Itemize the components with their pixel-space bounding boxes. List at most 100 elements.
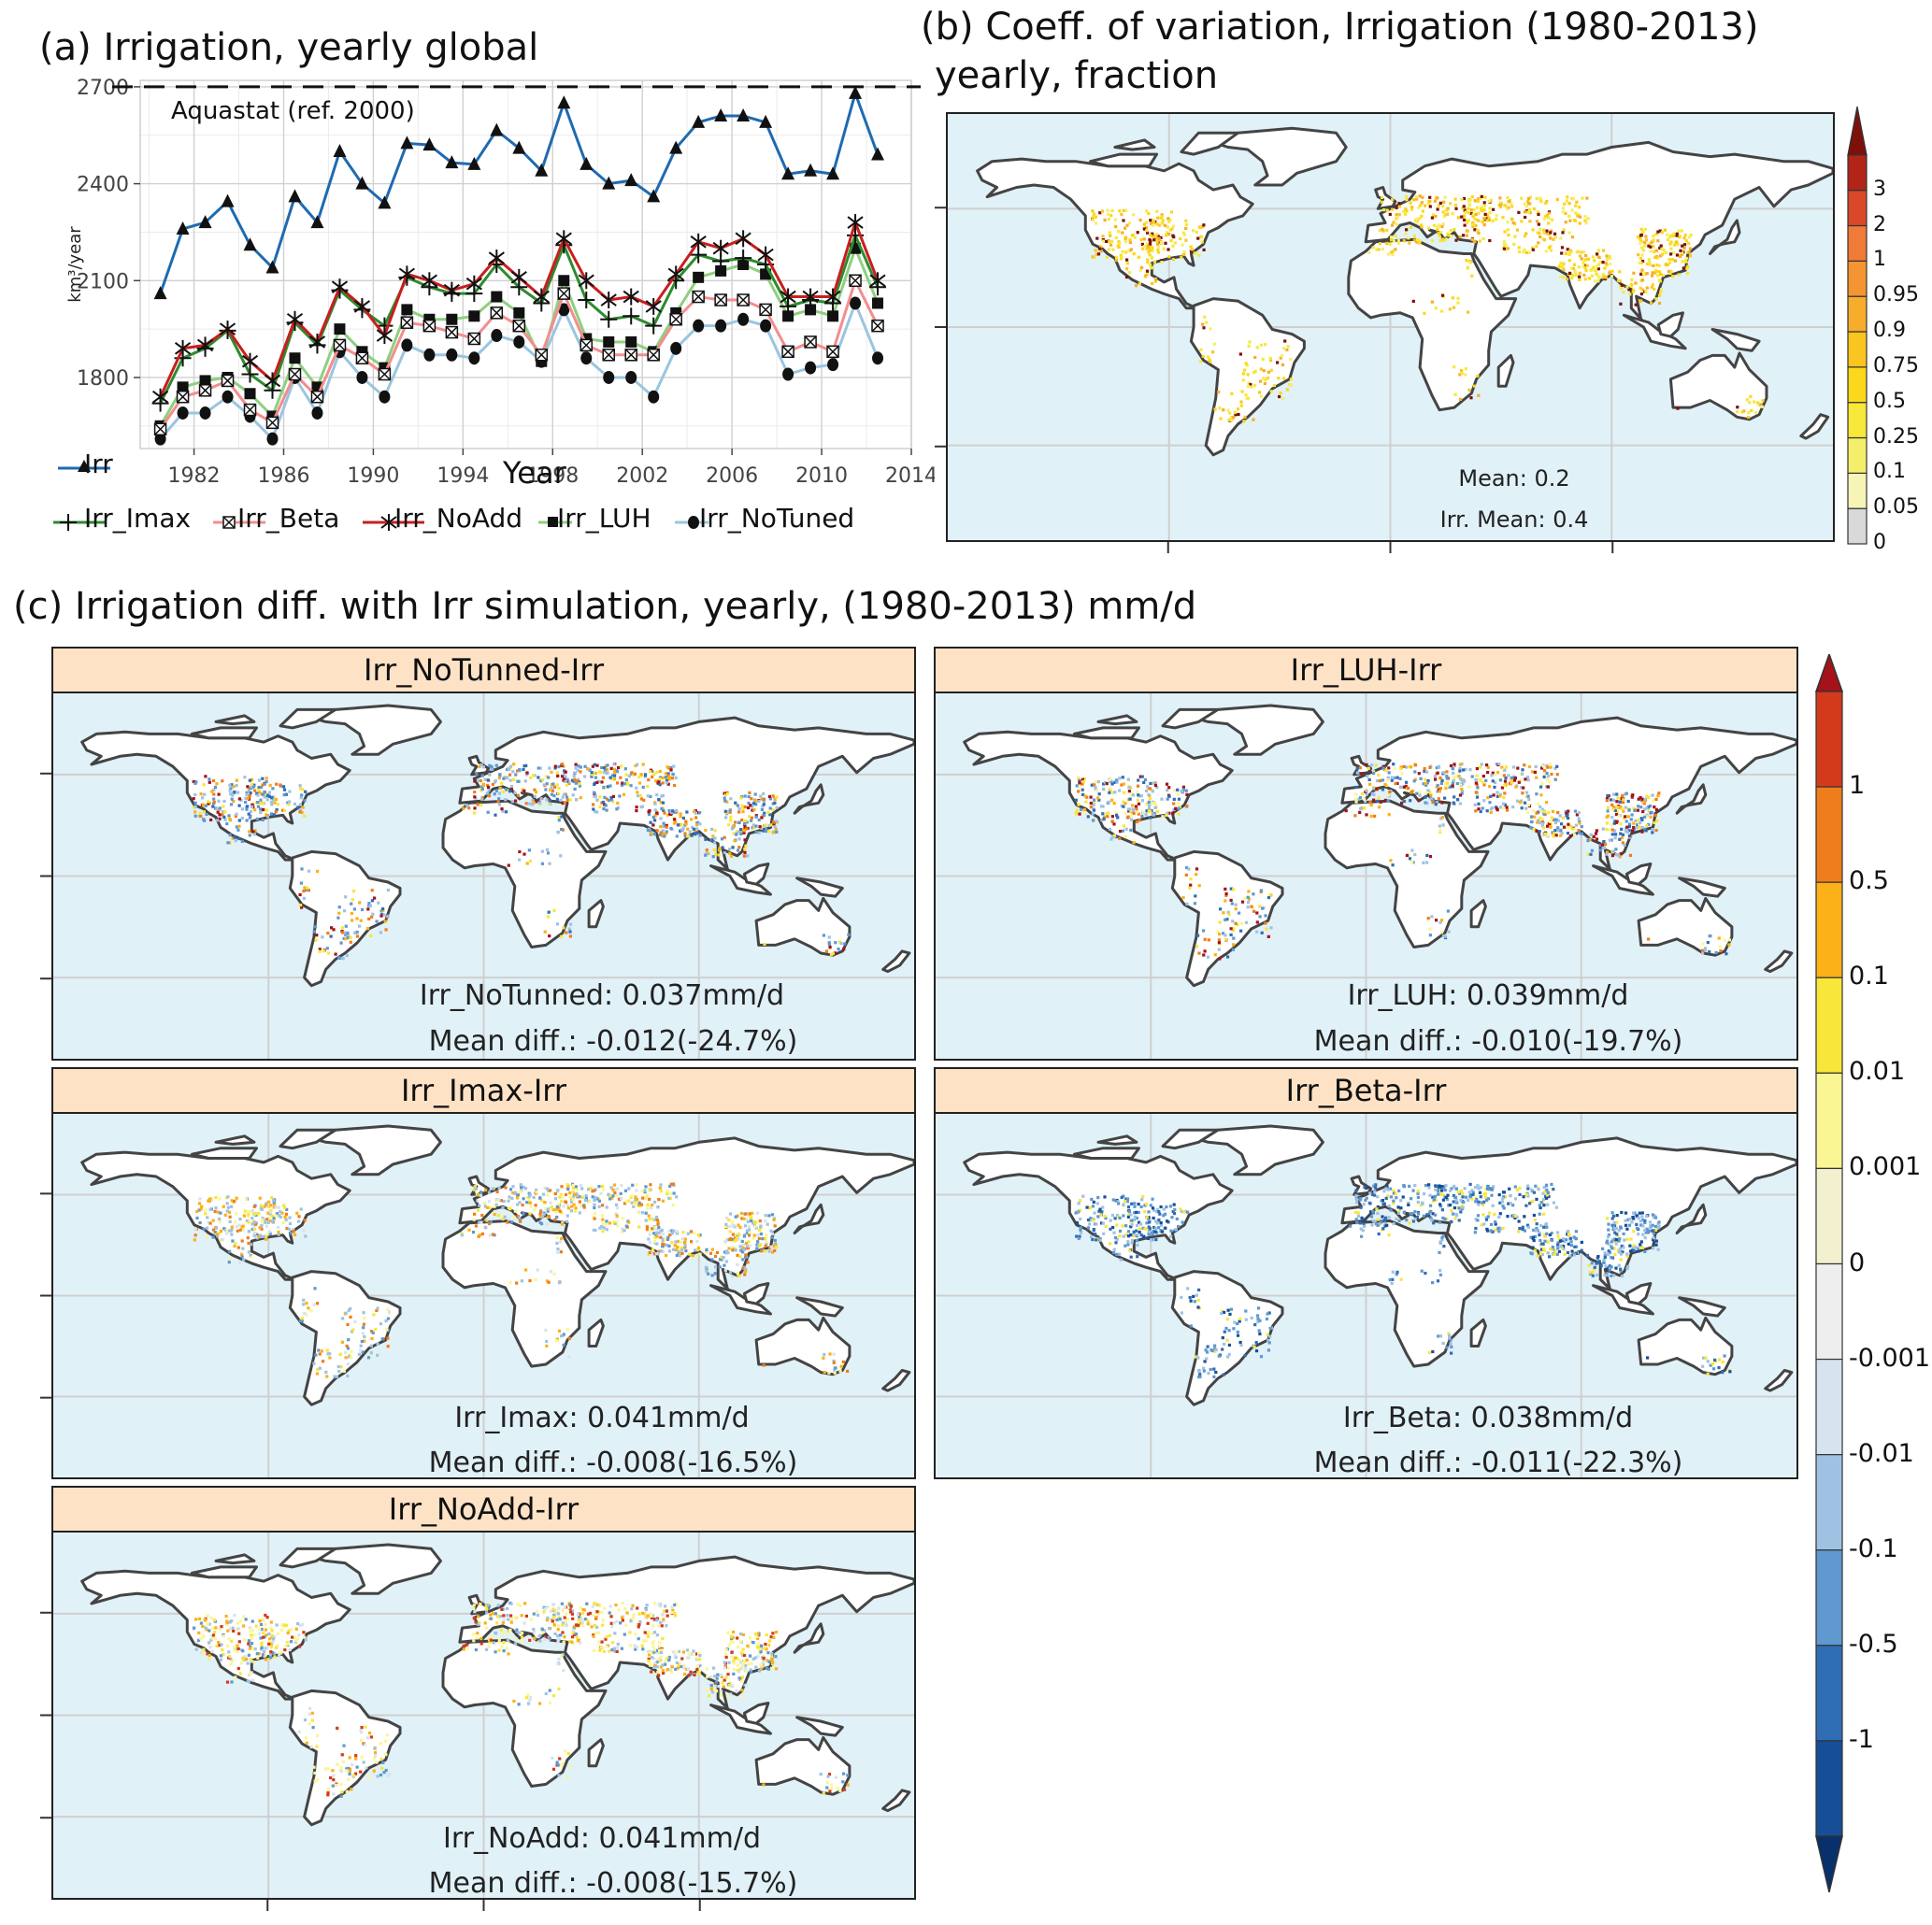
landmass: [1469, 1318, 1487, 1348]
data-point: [333, 144, 347, 158]
legend-swatch-irr-imax: [53, 514, 106, 531]
map-luh-diff: [934, 692, 1798, 1061]
landmass: [1340, 1136, 1796, 1295]
data-point: [757, 246, 774, 264]
colorbar-b-tick-label: 0.05: [1873, 495, 1919, 520]
data-point: [513, 307, 525, 319]
data-point: [714, 293, 727, 307]
data-point: [288, 189, 302, 203]
colorbar-c-tick-label: 0.01: [1849, 1057, 1906, 1087]
data-point: [759, 303, 772, 317]
colorbar-cell: [1815, 1072, 1843, 1170]
colorbar-b-tick-label: 0.5: [1873, 389, 1906, 413]
legend-label-irr-luh: Irr_LUH: [557, 503, 651, 534]
data-point: [445, 155, 459, 169]
data-point: [624, 349, 637, 362]
x-tick-label: 1982: [168, 464, 221, 488]
data-point: [491, 329, 503, 343]
series-irr-noadd: [151, 214, 886, 406]
colorbar-cell: [1815, 1645, 1843, 1742]
map-beta-diff: [934, 1112, 1798, 1479]
data-point: [802, 288, 819, 306]
landmass: [1364, 140, 1833, 326]
landmass: [793, 1622, 825, 1654]
landmass: [309, 1543, 442, 1595]
legend-swatch-irr-noadd: [363, 514, 424, 531]
panel-c-title: (c) Irrigation diff. with Irr simulation…: [13, 585, 1197, 628]
data-point: [151, 388, 169, 406]
data-point: [847, 214, 864, 232]
data-point: [488, 250, 505, 267]
data-point: [512, 140, 526, 154]
landmass: [214, 1134, 256, 1146]
data-point: [580, 156, 594, 170]
data-point: [286, 310, 304, 328]
landmass: [1624, 863, 1653, 886]
legend-label-irr-noadd: Irr_NoAdd: [394, 503, 523, 534]
landmass: [190, 726, 258, 740]
data-point: [265, 416, 279, 430]
data-point: [805, 361, 817, 375]
data-point: [177, 381, 189, 393]
data-point: [154, 432, 166, 446]
x-tick-label: 2006: [706, 464, 758, 488]
colorbar-cell: [1815, 1167, 1843, 1265]
data-point: [693, 271, 705, 283]
landmass: [1496, 353, 1515, 388]
data-point: [737, 312, 750, 326]
data-point: [715, 319, 727, 333]
data-point: [308, 333, 326, 350]
data-point: [782, 367, 794, 381]
colorbar-cell: [1815, 1262, 1843, 1361]
colorbar-cell: [1815, 1740, 1843, 1837]
data-point: [580, 338, 594, 352]
landmass: [742, 863, 770, 886]
data-point: [557, 287, 571, 300]
legend-label-irr-beta: Irr_Beta: [237, 503, 340, 534]
data-point: [423, 348, 436, 362]
data-point: [265, 260, 279, 274]
data-point: [871, 147, 885, 161]
landmass: [1072, 1147, 1140, 1160]
data-point: [533, 288, 550, 306]
landmass: [1180, 131, 1239, 156]
data-point: [535, 163, 549, 177]
data-point: [468, 310, 480, 322]
colorbar-cell: [1815, 786, 1843, 883]
colorbar-b-tick-label: 0.75: [1873, 353, 1919, 378]
data-point: [400, 135, 414, 150]
data-point: [221, 374, 235, 388]
landmass: [1592, 1284, 1654, 1316]
data-point: [872, 351, 884, 365]
data-point: [177, 406, 189, 420]
x-tick-label: 2014: [885, 464, 935, 488]
data-point: [510, 268, 527, 286]
data-point: [445, 325, 459, 339]
landmass: [1161, 1128, 1220, 1150]
map-beta-value: Irr_Beta: 0.038mm/d: [1342, 1402, 1634, 1434]
data-point: [289, 352, 301, 364]
landmass: [1764, 949, 1794, 974]
landmass: [881, 1789, 911, 1813]
data-point: [199, 375, 211, 387]
colorbar-c-tick-label: 0.1: [1849, 962, 1889, 991]
data-point: [827, 358, 839, 372]
data-point: [580, 351, 593, 365]
data-point: [401, 304, 413, 316]
landmass: [1675, 1203, 1708, 1234]
colorbar-c-tick-label: 0.5: [1849, 866, 1889, 896]
colorbar-b-tick-label: 0.95: [1873, 283, 1919, 307]
data-point: [334, 323, 346, 335]
colorbar-c-tick-label: -0.1: [1849, 1533, 1898, 1563]
grid-cells: [193, 1182, 850, 1378]
landmass: [742, 1702, 770, 1725]
colorbar-b-tick-label: 1: [1873, 248, 1886, 272]
landmass: [587, 1318, 605, 1348]
data-point: [557, 95, 571, 109]
panel-a-title: (a) Irrigation, yearly global: [39, 26, 539, 69]
data-point: [490, 122, 504, 136]
data-point: [602, 349, 615, 362]
map-notunned-value: Irr_NoTunned: 0.037mm/d: [419, 979, 785, 1012]
map-noadd-value: Irr_NoAdd: 0.041mm/d: [443, 1822, 761, 1855]
